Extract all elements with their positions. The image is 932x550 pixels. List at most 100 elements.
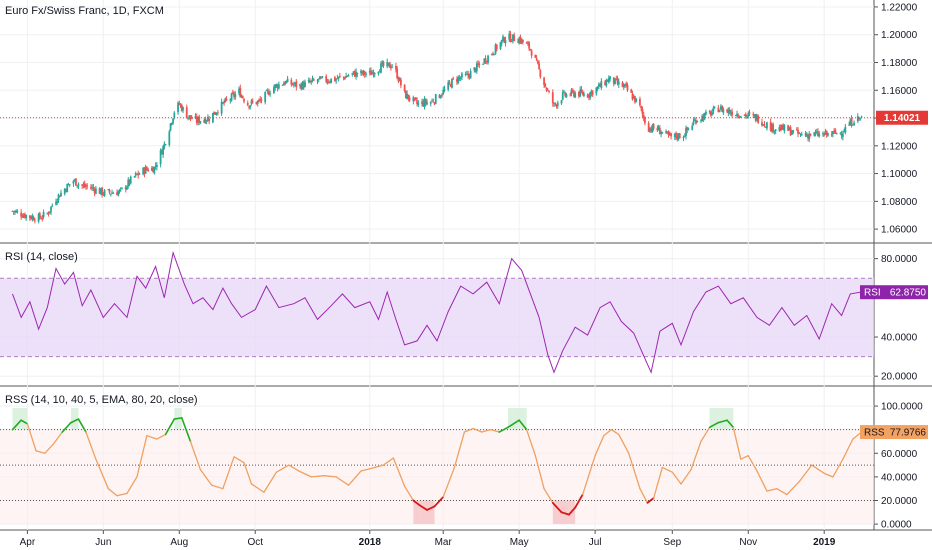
candle-body	[713, 106, 716, 108]
candle-body	[657, 126, 660, 131]
candle-body	[398, 78, 401, 82]
candle-body	[265, 90, 268, 92]
candle-body	[667, 131, 670, 136]
candle-body	[32, 216, 35, 221]
candle-body	[142, 167, 145, 175]
candle-body	[281, 84, 284, 86]
x-tick-label: Nov	[739, 537, 757, 548]
candle-body	[189, 115, 192, 119]
candle-body	[762, 124, 765, 126]
candle-body	[432, 101, 435, 103]
candle-body	[738, 117, 741, 119]
rss-line-segment	[392, 457, 406, 487]
candle-body	[109, 193, 112, 195]
candle-body	[60, 192, 62, 197]
candle-body	[309, 81, 311, 83]
price-pane	[0, 30, 874, 224]
candle-body	[677, 133, 680, 140]
rss-line-segment	[146, 434, 158, 440]
candle-body	[38, 213, 41, 218]
candle-body	[722, 109, 725, 113]
candle-body	[173, 112, 176, 118]
candle-body	[830, 134, 833, 136]
candle-body	[351, 73, 354, 75]
candle-body	[30, 216, 33, 219]
candle-body	[345, 76, 348, 78]
rss-line-segment	[374, 464, 385, 469]
candle-body	[380, 63, 382, 73]
candle-body	[678, 133, 681, 139]
candle-body	[771, 124, 773, 132]
candle-body	[413, 97, 416, 99]
candle-body	[143, 168, 146, 174]
rss-line-segment	[136, 434, 148, 478]
candle-body	[754, 114, 757, 121]
candle-body	[703, 113, 706, 119]
rss-line-segment	[747, 454, 758, 472]
candle-body	[615, 78, 618, 80]
candle-body	[780, 124, 783, 130]
rss-line-segment	[52, 431, 63, 445]
candle-body	[612, 77, 615, 84]
candle-body	[555, 104, 558, 107]
candle-body	[616, 78, 619, 84]
candle-body	[668, 134, 671, 135]
candle-body	[347, 75, 350, 77]
candle-body	[783, 124, 786, 132]
candle-body	[203, 120, 206, 123]
candle-body	[731, 111, 733, 116]
candle-body	[76, 185, 79, 187]
candle-body	[522, 39, 524, 43]
candle-body	[294, 82, 296, 84]
candle-body	[431, 100, 433, 102]
candle-body	[33, 220, 36, 222]
candle-body	[805, 134, 808, 137]
candle-body	[590, 91, 593, 94]
candle-body	[832, 131, 834, 135]
rss-line-segment	[11, 419, 22, 431]
rss-overbought-zone	[21, 408, 28, 430]
rsi-badge-name: RSI	[864, 288, 881, 299]
candle-body	[327, 81, 330, 83]
rss-overbought-zone	[507, 408, 520, 430]
candle-body	[642, 114, 645, 118]
rsi-last-badge: RSI 62.8750	[860, 285, 928, 300]
candle-body	[634, 95, 636, 103]
candle-body	[391, 66, 394, 68]
price-y-tick-label: 1.06000	[881, 225, 918, 236]
candle-body	[834, 129, 837, 134]
candle-body	[719, 106, 722, 110]
candle-body	[848, 124, 850, 126]
candle-body	[656, 128, 659, 131]
candle-body	[147, 169, 150, 172]
candle-body	[447, 82, 450, 90]
candle-body	[856, 116, 859, 122]
candle-body	[387, 62, 390, 64]
candle-body	[571, 90, 574, 92]
candle-body	[578, 91, 580, 97]
rss-line-segment	[323, 475, 337, 478]
rss-line-segment	[263, 471, 278, 493]
candle-body	[386, 61, 389, 67]
candle-body	[319, 76, 321, 80]
candle-body	[705, 111, 707, 115]
candle-body	[321, 76, 324, 78]
candle-body	[648, 128, 651, 132]
candle-body	[769, 121, 772, 131]
candle-body	[635, 98, 638, 102]
candle-body	[482, 64, 484, 65]
candle-body	[15, 210, 18, 213]
candle-body	[691, 125, 694, 130]
candle-body	[168, 131, 171, 145]
rss-line-segment	[156, 433, 167, 440]
candle-body	[119, 188, 122, 190]
candle-body	[761, 122, 763, 126]
rss-line-segment	[551, 501, 563, 514]
candle-body	[530, 50, 533, 56]
candle-body	[68, 184, 71, 186]
rss-line-segment	[671, 471, 682, 485]
candle-body	[660, 132, 663, 135]
candle-body	[604, 81, 606, 86]
candle-body	[448, 81, 451, 84]
candle-body	[683, 136, 686, 138]
